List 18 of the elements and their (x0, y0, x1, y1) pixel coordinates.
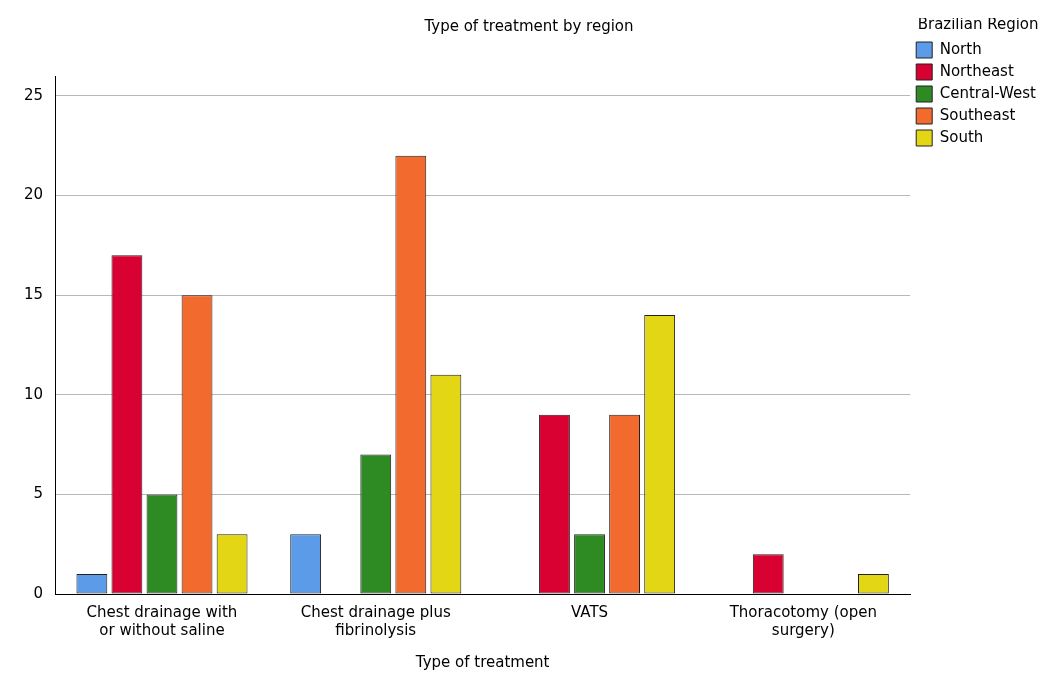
y-tick-label: 10 (23, 384, 44, 403)
y-tick-label: 5 (33, 484, 44, 503)
legend-label: Central-West (939, 83, 1037, 102)
legend-label: North (939, 39, 982, 58)
x-tick-label: Thoracotomy (open surgery) (728, 602, 877, 639)
y-tick-label: 0 (33, 583, 44, 602)
legend-label: South (939, 127, 984, 146)
y-tick-label: 20 (23, 185, 44, 204)
y-tick-label: 25 (23, 85, 44, 104)
legend-title: Brazilian Region (917, 15, 1039, 34)
chart-title: Type of treatment by region (423, 16, 634, 35)
legend-label: Southeast (939, 105, 1016, 124)
legend-label: Northeast (939, 61, 1014, 80)
x-tick-label: Chest drainage plus fibrinolysis (300, 602, 451, 639)
y-tick-label: 15 (23, 285, 44, 304)
x-tick-label: Chest drainage with or without saline (86, 602, 238, 639)
x-axis-title: Type of treatment (414, 652, 550, 671)
x-tick-label: VATS (570, 602, 609, 621)
